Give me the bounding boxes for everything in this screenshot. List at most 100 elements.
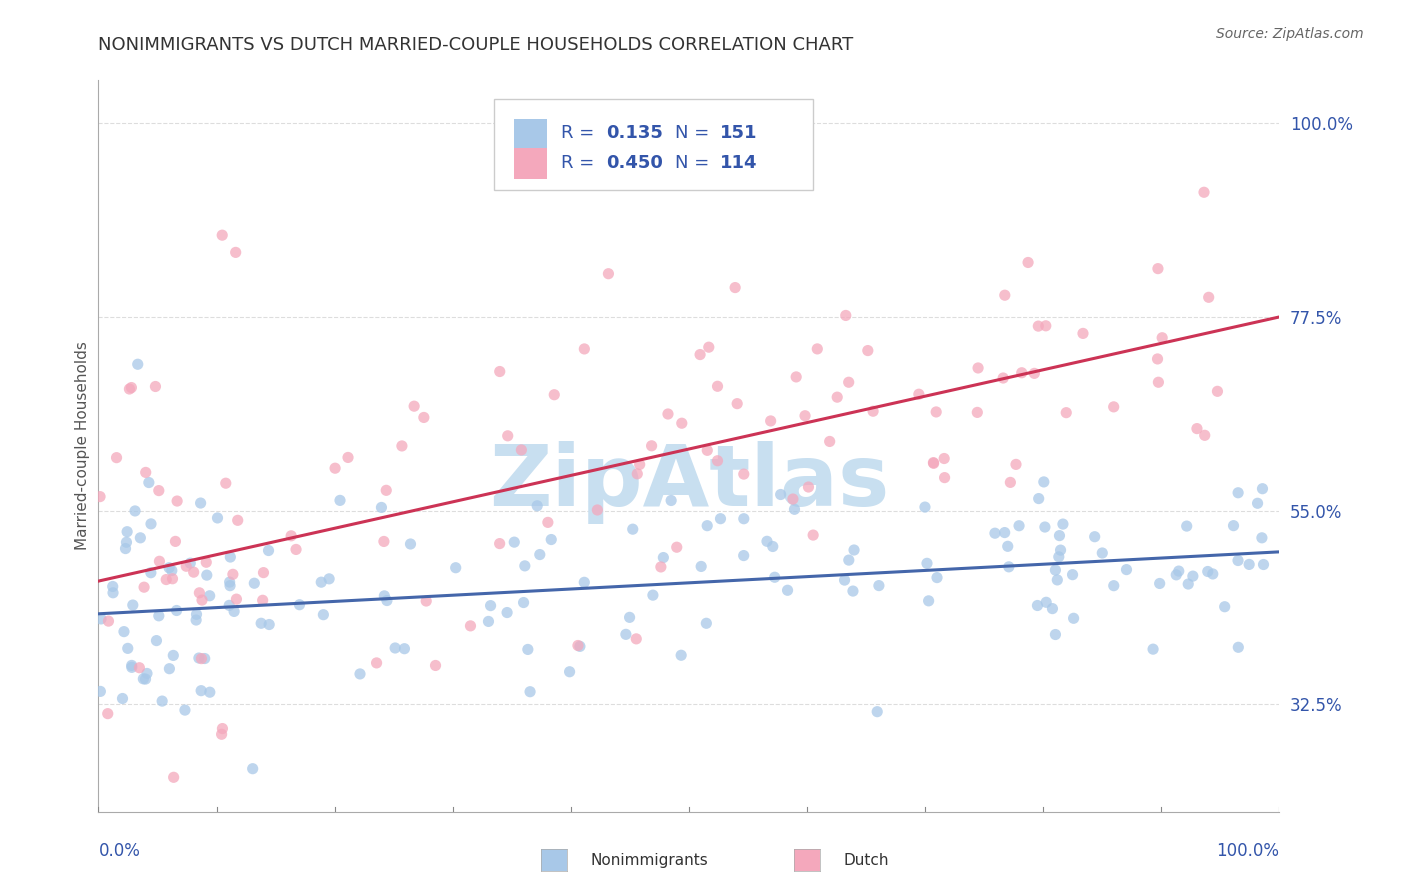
Point bbox=[1213, 599, 1236, 614]
Point bbox=[211, 727, 233, 741]
Point bbox=[842, 543, 865, 558]
Point bbox=[132, 580, 155, 594]
Point bbox=[994, 525, 1017, 540]
Point bbox=[510, 442, 533, 457]
Point bbox=[219, 549, 242, 564]
Point bbox=[868, 578, 890, 592]
Text: ZipAtlas: ZipAtlas bbox=[489, 441, 889, 524]
Point bbox=[513, 558, 536, 573]
Point bbox=[399, 537, 422, 551]
Point bbox=[285, 542, 308, 557]
Point bbox=[756, 534, 779, 549]
Text: N =: N = bbox=[675, 124, 714, 142]
Point bbox=[375, 483, 398, 498]
Point bbox=[309, 575, 332, 590]
Point bbox=[1237, 558, 1260, 572]
Text: Source: ZipAtlas.com: Source: ZipAtlas.com bbox=[1216, 27, 1364, 41]
Point bbox=[190, 651, 212, 665]
Point bbox=[136, 666, 159, 681]
Point bbox=[1227, 485, 1250, 500]
Point bbox=[529, 548, 551, 562]
Point bbox=[1253, 558, 1275, 572]
Point bbox=[540, 533, 562, 547]
Point bbox=[1042, 601, 1064, 615]
Point bbox=[121, 658, 143, 673]
Point bbox=[222, 567, 245, 582]
Point bbox=[1084, 530, 1107, 544]
Point bbox=[312, 607, 335, 622]
Text: R =: R = bbox=[561, 124, 600, 142]
Point bbox=[166, 603, 188, 617]
Point bbox=[838, 376, 860, 390]
Point bbox=[207, 511, 229, 525]
Point bbox=[1102, 579, 1125, 593]
Point bbox=[1000, 475, 1022, 490]
Point bbox=[186, 613, 208, 627]
Point bbox=[145, 633, 167, 648]
Point bbox=[1147, 376, 1170, 390]
Point bbox=[318, 572, 340, 586]
Point bbox=[375, 593, 398, 607]
Point bbox=[191, 593, 214, 607]
Point bbox=[145, 379, 167, 393]
Point bbox=[243, 576, 266, 591]
Point bbox=[190, 496, 212, 510]
Point bbox=[934, 451, 956, 466]
Point bbox=[733, 467, 755, 481]
Point bbox=[1062, 567, 1084, 582]
Point bbox=[759, 414, 782, 428]
Point bbox=[224, 604, 246, 618]
Point bbox=[150, 694, 173, 708]
Point bbox=[862, 404, 884, 418]
Point bbox=[157, 560, 180, 574]
Point bbox=[650, 560, 672, 574]
Point bbox=[914, 500, 936, 514]
Point bbox=[97, 614, 120, 628]
Point bbox=[794, 409, 817, 423]
Point bbox=[89, 684, 111, 698]
Point bbox=[225, 245, 247, 260]
Point bbox=[198, 589, 221, 603]
Point bbox=[669, 648, 692, 663]
Point bbox=[218, 599, 240, 613]
Point bbox=[195, 568, 218, 582]
Point bbox=[404, 399, 426, 413]
Point bbox=[112, 624, 135, 639]
Point bbox=[915, 557, 938, 571]
FancyBboxPatch shape bbox=[515, 148, 547, 179]
Point bbox=[496, 606, 519, 620]
Point bbox=[818, 434, 841, 449]
Point bbox=[574, 342, 596, 356]
Text: 114: 114 bbox=[720, 154, 758, 172]
Point bbox=[257, 617, 280, 632]
Y-axis label: Married-couple Households: Married-couple Households bbox=[75, 342, 90, 550]
Point bbox=[1045, 627, 1067, 641]
Point bbox=[1149, 576, 1171, 591]
Point bbox=[101, 579, 124, 593]
Point bbox=[1011, 366, 1033, 380]
Text: Nonimmigrants: Nonimmigrants bbox=[591, 854, 709, 868]
Point bbox=[706, 454, 728, 468]
Point bbox=[127, 357, 149, 371]
Point bbox=[1033, 520, 1056, 534]
Text: N =: N = bbox=[675, 154, 714, 172]
Point bbox=[1166, 567, 1188, 582]
Point bbox=[574, 575, 596, 590]
Point bbox=[135, 466, 157, 480]
Point bbox=[665, 540, 688, 554]
Point bbox=[991, 371, 1014, 385]
Point bbox=[1028, 491, 1050, 506]
Point bbox=[97, 706, 120, 721]
Point bbox=[695, 616, 717, 631]
Point bbox=[598, 267, 620, 281]
Point bbox=[1052, 517, 1074, 532]
Point bbox=[219, 579, 242, 593]
Point bbox=[516, 642, 538, 657]
Point bbox=[394, 641, 416, 656]
Point bbox=[226, 513, 249, 527]
Point bbox=[329, 493, 352, 508]
Point bbox=[90, 612, 112, 626]
Point bbox=[1227, 553, 1250, 567]
Text: R =: R = bbox=[561, 154, 600, 172]
Point bbox=[163, 770, 186, 784]
